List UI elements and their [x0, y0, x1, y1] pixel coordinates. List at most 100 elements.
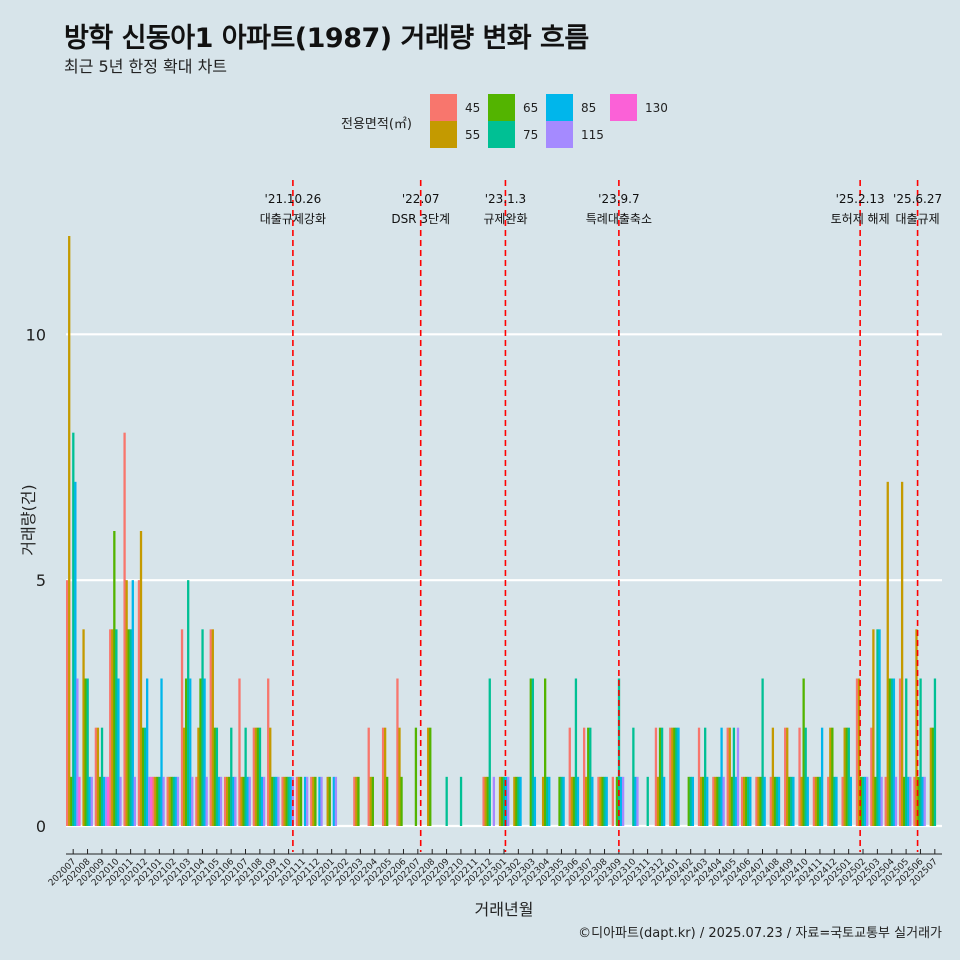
bar-45-202203	[353, 776, 356, 826]
bar-65-202407	[759, 776, 762, 826]
bar-65-202306	[572, 776, 576, 826]
bar-75-202405	[732, 727, 736, 826]
event-date: '23.1.3	[485, 192, 526, 206]
legend-label-115: 115	[581, 128, 604, 142]
bar-45-202107	[238, 678, 241, 826]
bar-75-202411	[818, 776, 822, 826]
bar-85-202101	[160, 678, 163, 826]
bar-85-202009	[102, 776, 106, 826]
bar-45-202205	[381, 727, 385, 826]
bar-115-202008	[90, 776, 93, 826]
bar-75-202105	[215, 727, 219, 826]
bar-75-202010	[115, 629, 118, 826]
bar-55-202409	[786, 727, 789, 826]
bar-115-202012	[148, 776, 151, 826]
bar-115-202010	[119, 776, 122, 826]
legend-title: 전용면적(㎡)	[341, 117, 412, 132]
bar-65-202011	[127, 629, 130, 826]
bar-65-202012	[141, 727, 145, 826]
bar-75-202104	[201, 629, 204, 826]
bar-75-202402	[689, 776, 692, 826]
bar-55-202410	[800, 776, 803, 826]
y-tick-label: 5	[36, 571, 46, 590]
bar-65-202102	[170, 776, 173, 826]
bar-115-202102	[176, 776, 180, 826]
bar-65-202507	[931, 727, 935, 826]
bar-45-202012	[137, 580, 141, 826]
bar-65-202112	[314, 776, 317, 826]
bar-75-202012	[143, 727, 147, 826]
bar-65-202205	[386, 776, 389, 826]
y-tick-label: 0	[36, 817, 46, 836]
bar-75-202110	[287, 776, 290, 826]
bar-75-202308	[603, 776, 606, 826]
bar-85-202107	[246, 776, 249, 826]
bar-85-202306	[576, 776, 580, 826]
bar-45-202405	[726, 727, 729, 826]
bar-55-202102	[168, 776, 171, 826]
event-date: '22.07	[402, 192, 440, 206]
bar-85-202103	[189, 678, 192, 826]
bar-45-202206	[396, 678, 399, 826]
bar-115-202105	[219, 776, 223, 826]
bar-45-202502	[855, 678, 859, 826]
event-label: 특례대출축소	[586, 212, 652, 226]
bar-55-202011	[125, 580, 128, 826]
bar-65-202309	[615, 776, 619, 826]
bar-45-202404	[712, 776, 715, 826]
bar-75-202401	[675, 727, 678, 826]
bar-65-202106	[228, 776, 231, 826]
bar-55-202201	[326, 776, 329, 826]
bar-115-202007	[76, 678, 79, 826]
bar-55-202403	[699, 776, 703, 826]
bar-45-202108	[252, 727, 255, 826]
legend-swatch-85	[546, 94, 573, 121]
bar-85-202309	[619, 776, 623, 826]
bar-75-202306	[574, 678, 578, 826]
bar-75-202403	[704, 727, 707, 826]
bar-45-202009	[94, 727, 98, 826]
bar-130-202012	[150, 776, 153, 826]
legend-label-75: 75	[523, 128, 538, 142]
bar-75-202409	[790, 776, 793, 826]
legend-label-65: 65	[523, 101, 538, 115]
bar-75-202503	[876, 629, 879, 826]
bar-65-202203	[357, 776, 360, 826]
bar-55-202506	[915, 629, 918, 826]
bar-65-202301	[500, 776, 504, 826]
bar-65-202305	[558, 776, 561, 826]
bar-55-202009	[96, 727, 100, 826]
bar-55-202412	[829, 727, 832, 826]
bar-85-202409	[792, 776, 795, 826]
bar-65-202107	[242, 776, 245, 826]
bar-85-202412	[835, 776, 838, 826]
bar-75-202404	[718, 776, 721, 826]
bar-115-202109	[277, 776, 280, 826]
bar-75-202008	[86, 678, 89, 826]
bar-85-202403	[706, 776, 709, 826]
bar-45-202101	[152, 776, 155, 826]
bar-55-202204	[369, 776, 372, 826]
bar-55-202407	[757, 776, 760, 826]
bar-75-202502	[861, 776, 865, 826]
bar-85-202404	[720, 727, 723, 826]
bar-115-202310	[636, 776, 639, 826]
bar-55-202501	[843, 727, 846, 826]
bar-115-202106	[234, 776, 237, 826]
bar-45-202212	[482, 776, 485, 826]
bar-45-202403	[697, 727, 701, 826]
bar-65-202401	[673, 727, 676, 826]
bar-45-202308	[597, 776, 600, 826]
bar-65-202406	[745, 776, 748, 826]
bar-65-202101	[156, 776, 159, 826]
bar-65-202110	[285, 776, 288, 826]
bar-55-202406	[743, 776, 746, 826]
bar-55-202103	[182, 727, 186, 826]
bar-75-202407	[761, 678, 764, 826]
bar-55-202112	[312, 776, 315, 826]
bar-55-202205	[383, 727, 387, 826]
bar-65-202007	[70, 776, 73, 826]
bar-85-202410	[806, 776, 809, 826]
bar-75-202011	[129, 629, 132, 826]
